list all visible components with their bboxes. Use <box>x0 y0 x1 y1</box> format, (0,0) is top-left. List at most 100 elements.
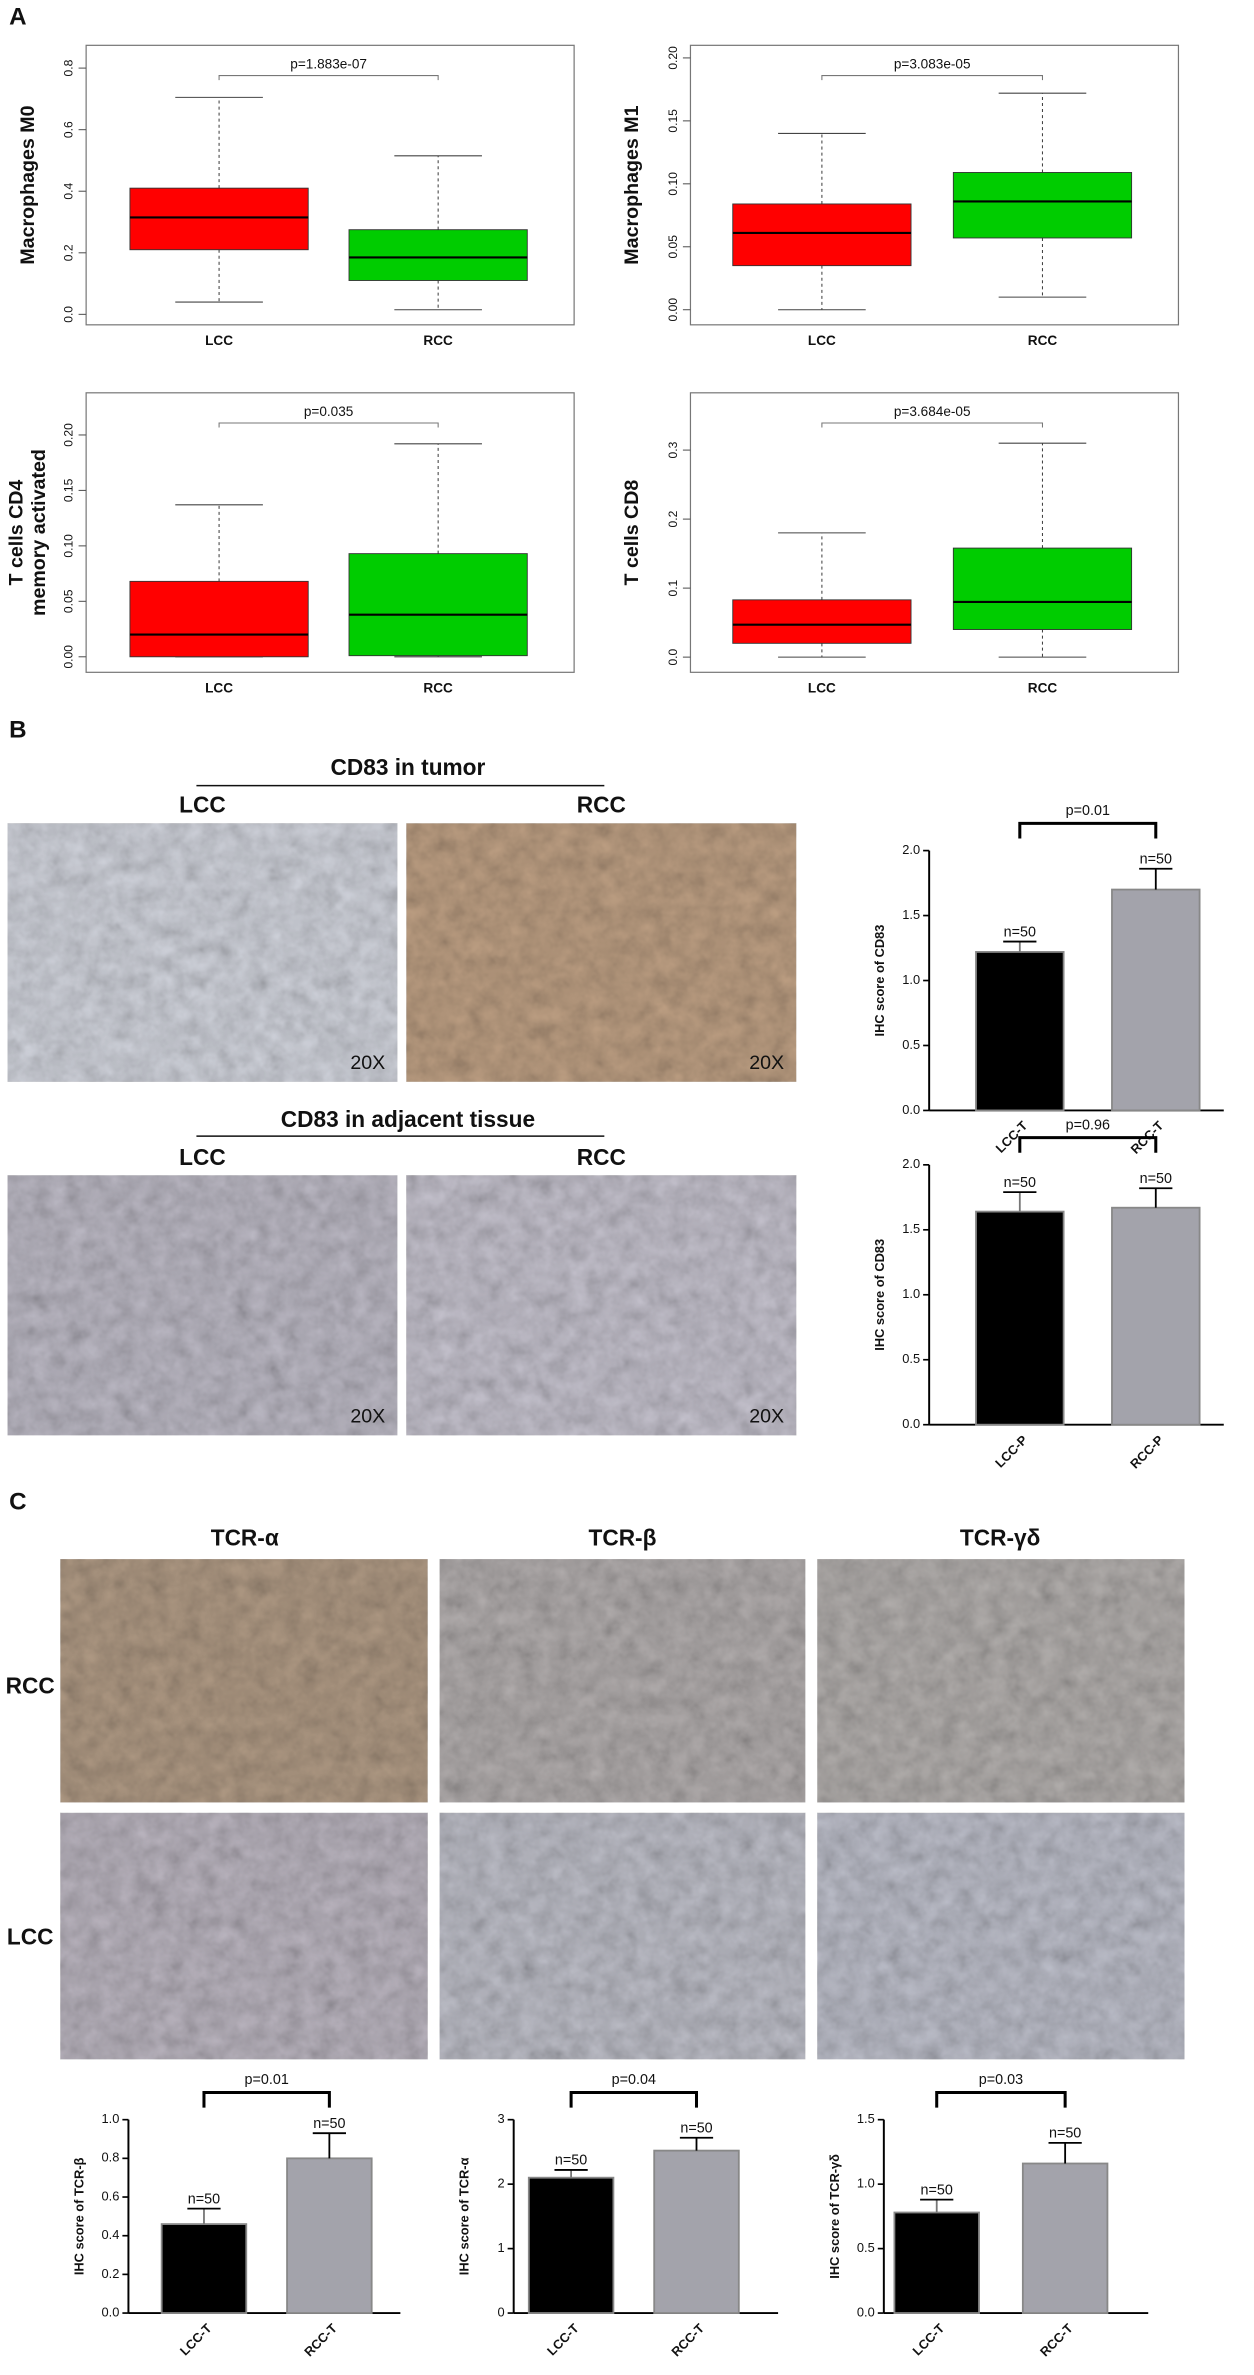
x-tick-label: LCC-P <box>992 1432 1031 1471</box>
x-tick-label: LCC <box>808 681 836 696</box>
box <box>732 599 912 644</box>
micrograph-texture <box>817 1812 1185 2060</box>
y-tick-label: 0.05 <box>62 589 76 613</box>
y-axis-label: Macrophages M0 <box>17 105 39 264</box>
y-axis-label: memory activated <box>28 449 50 616</box>
y-axis-label: IHC score of CD83 <box>872 925 887 1037</box>
micrograph-texture <box>7 1175 398 1436</box>
micrograph-texture <box>439 1559 806 1803</box>
micrograph-texture <box>817 1559 1185 1803</box>
bar <box>653 2149 740 2314</box>
plot-frame <box>689 44 1180 326</box>
x-tick-label: LCC-T <box>909 2320 947 2358</box>
y-tick-label: 1.0 <box>102 2111 120 2126</box>
box <box>348 553 528 657</box>
x-tick-label: RCC <box>1028 681 1058 696</box>
x-tick-label: RCC <box>423 333 453 348</box>
bar <box>527 2176 615 2314</box>
bar <box>975 1210 1065 1426</box>
annotation: p=1.883e-07 <box>290 57 367 72</box>
y-tick-label: 0.5 <box>902 1351 920 1366</box>
x-tick-label: RCC-T <box>1037 2320 1076 2359</box>
y-tick-label: 0.1 <box>666 579 680 596</box>
annotation: p=0.04 <box>612 2072 656 2088</box>
y-tick-label: 0.2 <box>102 2266 120 2281</box>
micrograph-texture <box>60 1559 428 1803</box>
magnification: 20X <box>749 1052 784 1074</box>
annotation: p=0.03 <box>979 2072 1023 2088</box>
y-tick-label: 0.8 <box>62 59 76 76</box>
x-tick-label: LCC-T <box>544 2320 582 2358</box>
bar-label: n=50 <box>188 2191 220 2207</box>
micrographs <box>7 823 1185 2060</box>
x-tick-label: RCC-T <box>301 2320 340 2359</box>
row-label: RCC <box>6 1673 55 1699</box>
y-tick-label: 0.00 <box>666 298 680 322</box>
y-tick-label: 0.20 <box>62 423 76 447</box>
bar <box>286 2157 373 2314</box>
y-axis-label: IHC score of CD83 <box>872 1239 887 1351</box>
plot-frame <box>85 44 575 326</box>
y-tick-label: 0.15 <box>666 109 680 133</box>
y-axis-label: IHC score of TCR-α <box>457 2157 472 2275</box>
bar-label: n=50 <box>1049 2126 1081 2142</box>
y-tick-label: 1.5 <box>902 1221 920 1236</box>
x-tick-label: RCC-T <box>668 2320 707 2359</box>
bar-label: n=50 <box>1140 1171 1172 1187</box>
x-tick-label: RCC <box>1028 333 1058 348</box>
y-tick-label: 1.0 <box>857 2176 875 2191</box>
significance-bracket <box>935 2090 1067 2108</box>
box <box>129 580 309 658</box>
x-tick-label: RCC-P <box>1127 1432 1167 1472</box>
y-axis-label: T cells CD4 <box>6 480 28 586</box>
plot-frame <box>85 392 575 673</box>
column-label: RCC <box>577 792 626 818</box>
y-tick-label: 1.5 <box>902 907 920 922</box>
bar-label: n=50 <box>921 2182 953 2198</box>
group-title: CD83 in tumor <box>331 754 486 780</box>
micrograph-texture <box>406 823 797 1082</box>
annotation: p=0.01 <box>245 2072 289 2088</box>
significance-bracket <box>569 2090 699 2108</box>
y-tick-label: 0.5 <box>857 2240 875 2255</box>
y-tick-label: 1.0 <box>902 972 920 987</box>
micrograph-texture <box>7 823 398 1082</box>
y-tick-label: 0.10 <box>666 172 680 196</box>
panel-label: C <box>9 1489 26 1516</box>
annotation: p=0.01 <box>1066 803 1110 819</box>
x-tick-label: LCC-T <box>177 2320 215 2358</box>
annotation: p=0.96 <box>1066 1117 1110 1133</box>
y-tick-label: 0.0 <box>857 2304 875 2319</box>
y-tick-label: 0.2 <box>62 244 76 261</box>
y-tick-label: 0.0 <box>102 2304 120 2319</box>
y-tick-label: 1.5 <box>857 2111 875 2126</box>
y-tick-label: 0.15 <box>62 478 76 502</box>
micrograph-texture <box>60 1812 428 2060</box>
box <box>952 547 1133 630</box>
y-axis-label: IHC score of TCR-β <box>71 2157 86 2275</box>
micrograph-texture <box>439 1812 806 2060</box>
y-tick-label: 1.0 <box>902 1286 920 1301</box>
y-tick-label: 0.00 <box>62 645 76 669</box>
x-tick-label: LCC <box>808 333 836 348</box>
bar <box>1021 2162 1109 2314</box>
y-tick-label: 3 <box>497 2111 504 2126</box>
bar <box>1111 1206 1201 1426</box>
box <box>952 172 1133 239</box>
column-label: TCR-α <box>211 1525 279 1551</box>
y-tick-label: 0.6 <box>102 2188 120 2203</box>
annotation: p=3.083e-05 <box>894 57 971 72</box>
y-axis-label: Macrophages M1 <box>621 105 643 264</box>
significance-bracket <box>1018 821 1158 839</box>
annotation: p=3.684e-05 <box>894 404 971 419</box>
significance-bracket <box>202 2090 331 2108</box>
y-axis-label: IHC score of TCR-γδ <box>827 2154 842 2279</box>
y-tick-label: 2 <box>497 2176 504 2191</box>
y-tick-label: 0.6 <box>62 121 76 138</box>
micrograph-texture <box>406 1175 797 1436</box>
bar-label: n=50 <box>1004 1175 1036 1191</box>
y-tick-label: 0.20 <box>666 46 680 70</box>
bar-label: n=50 <box>1004 924 1036 940</box>
